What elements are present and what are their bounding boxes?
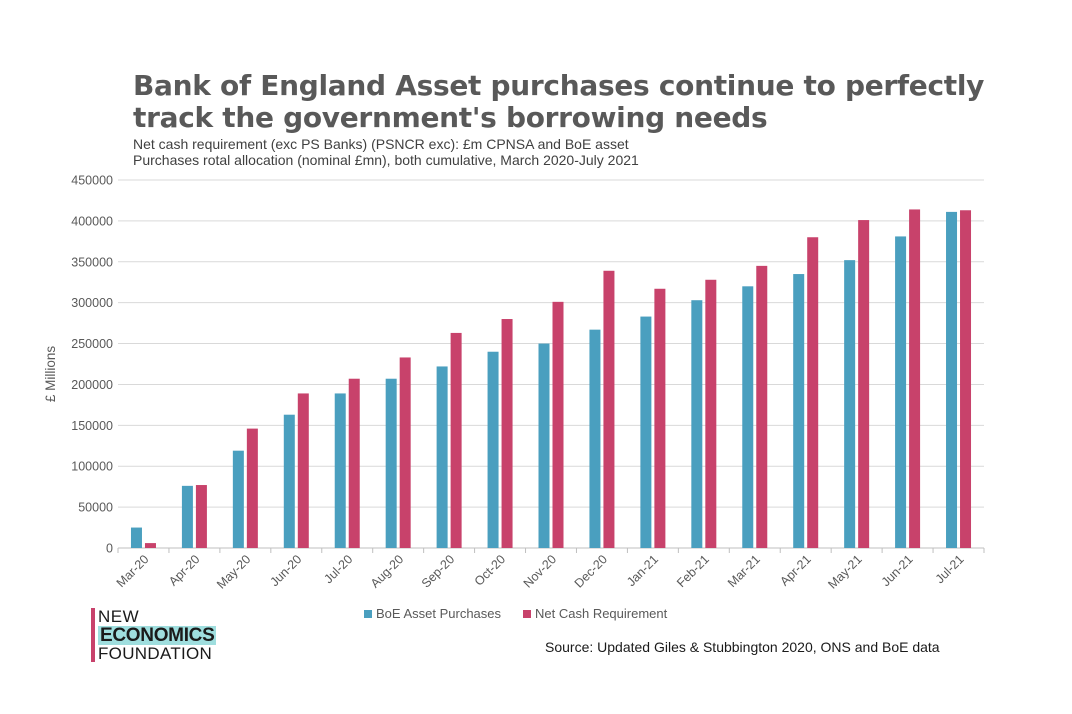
bar-boe-asset-purchases xyxy=(436,366,448,548)
bar-boe-asset-purchases xyxy=(589,329,601,548)
source-note: Source: Updated Giles & Stubbington 2020… xyxy=(545,639,940,655)
bar-boe-asset-purchases xyxy=(793,274,805,548)
chart-title: Bank of England Asset purchases continue… xyxy=(133,70,1033,134)
y-tick-label: 250000 xyxy=(71,337,113,351)
legend-label-ncr: Net Cash Requirement xyxy=(535,606,668,621)
bar-net-cash-requirement xyxy=(399,357,411,548)
chart-legend: BoE Asset Purchases Net Cash Requirement xyxy=(364,606,667,621)
x-tick-label: May-20 xyxy=(214,552,253,591)
y-tick-label: 350000 xyxy=(71,255,113,269)
bar-boe-asset-purchases xyxy=(487,351,499,548)
bar-net-cash-requirement xyxy=(348,378,360,548)
bar-boe-asset-purchases xyxy=(334,393,346,548)
bar-boe-asset-purchases xyxy=(538,343,550,548)
bar-boe-asset-purchases xyxy=(181,485,193,548)
y-tick-label: 300000 xyxy=(71,296,113,310)
bar-net-cash-requirement xyxy=(807,237,819,548)
legend-label-boe: BoE Asset Purchases xyxy=(376,606,502,621)
y-tick-label: 150000 xyxy=(71,419,113,433)
y-tick-label: 0 xyxy=(106,542,113,556)
x-tick-label: Apr-21 xyxy=(777,552,813,588)
x-tick-label: Jul-21 xyxy=(933,552,967,586)
x-tick-label: May-21 xyxy=(825,552,864,591)
bar-net-cash-requirement xyxy=(654,288,666,548)
chart-subtitle-line-2: Purchases rotal allocation (nominal £mn)… xyxy=(133,152,639,168)
logo-line-new: NEW xyxy=(98,607,140,626)
bar-boe-asset-purchases xyxy=(844,260,856,548)
bar-boe-asset-purchases xyxy=(385,378,397,548)
logo-line-foundation: FOUNDATION xyxy=(98,644,213,663)
bar-net-cash-requirement xyxy=(858,220,870,548)
bar-boe-asset-purchases xyxy=(895,236,907,548)
y-axis-label: £ Millions xyxy=(43,346,58,403)
x-tick-label: Mar-21 xyxy=(725,552,763,590)
x-tick-label: Mar-20 xyxy=(114,552,152,590)
x-tick-label: Jan-21 xyxy=(624,552,661,589)
bar-boe-asset-purchases xyxy=(130,527,142,548)
x-tick-label: Oct-20 xyxy=(472,552,508,588)
bar-net-cash-requirement xyxy=(450,332,462,548)
chart-subtitle: Net cash requirement (exc PS Banks) (PSN… xyxy=(133,136,1033,168)
legend-swatch-ncr xyxy=(523,609,532,618)
x-tick-label: Jun-21 xyxy=(879,552,916,589)
legend-item-boe: BoE Asset Purchases xyxy=(364,606,501,621)
y-tick-label: 450000 xyxy=(71,174,113,188)
bar-boe-asset-purchases xyxy=(946,211,958,549)
y-tick-label: 50000 xyxy=(78,501,113,515)
bar-net-cash-requirement xyxy=(246,428,258,548)
logo-wordmark: NEW ECONOMICS FOUNDATION xyxy=(98,607,217,663)
y-tick-label: 400000 xyxy=(71,214,113,228)
x-tick-label: Jun-20 xyxy=(267,552,304,589)
x-tick-label: Aug-20 xyxy=(368,552,406,590)
bar-net-cash-requirement xyxy=(909,209,921,548)
logo-line-economics: ECONOMICS xyxy=(98,625,217,646)
bar-boe-asset-purchases xyxy=(742,286,754,548)
y-tick-label: 200000 xyxy=(71,378,113,392)
logo-accent-bar xyxy=(91,608,95,662)
x-tick-label: Feb-21 xyxy=(674,552,712,590)
chart-title-line-2: track the government's borrowing needs xyxy=(133,101,768,134)
chart-subtitle-line-1: Net cash requirement (exc PS Banks) (PSN… xyxy=(133,136,629,152)
bar-net-cash-requirement xyxy=(603,270,615,548)
x-tick-label: Dec-20 xyxy=(572,552,610,590)
bar-net-cash-requirement xyxy=(756,265,768,548)
bar-boe-asset-purchases xyxy=(283,414,295,548)
bar-boe-asset-purchases xyxy=(232,450,244,548)
legend-swatch-boe xyxy=(364,609,372,618)
bar-boe-asset-purchases xyxy=(640,316,652,548)
bar-net-cash-requirement xyxy=(144,543,156,548)
bar-net-cash-requirement xyxy=(705,279,717,548)
x-tick-label: Nov-20 xyxy=(521,552,559,590)
x-tick-label: Jul-20 xyxy=(321,552,355,586)
bar-net-cash-requirement xyxy=(960,210,972,548)
bar-net-cash-requirement xyxy=(552,301,564,548)
x-tick-label: Sep-20 xyxy=(419,552,457,590)
bar-net-cash-requirement xyxy=(501,319,513,548)
x-tick-label: Apr-20 xyxy=(166,552,202,588)
y-tick-label: 100000 xyxy=(71,460,113,474)
chart-title-line-1: Bank of England Asset purchases continue… xyxy=(133,69,985,102)
bar-net-cash-requirement xyxy=(297,393,309,548)
bar-net-cash-requirement xyxy=(195,485,207,548)
bar-boe-asset-purchases xyxy=(691,300,703,548)
legend-item-ncr: Net Cash Requirement xyxy=(523,606,667,621)
